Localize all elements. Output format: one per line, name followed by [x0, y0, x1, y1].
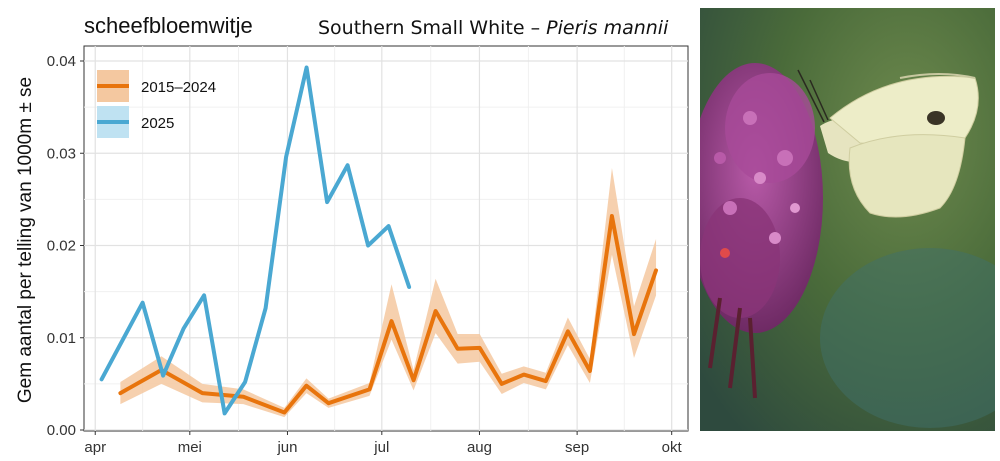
x-tick-label: aug: [467, 439, 492, 456]
chart-subtitle: Southern Small White – Pieris mannii: [318, 17, 669, 39]
y-axis-label: Gem aantal per telling van 1000m ± se: [15, 77, 36, 403]
x-tick-label: sep: [565, 439, 589, 456]
y-tick-label: 0.03: [47, 145, 76, 162]
y-tick-label: 0.01: [47, 330, 76, 347]
legend-label-0: 2015–2024: [141, 79, 216, 96]
y-tick-label: 0.02: [47, 238, 76, 255]
subtitle-plain: Southern Small White –: [318, 17, 546, 39]
legend: 2015–2024 2025: [97, 70, 216, 138]
legend-label-1: 2025: [141, 115, 174, 132]
series-lines: [99, 65, 658, 416]
butterfly: [797, 69, 979, 218]
subtitle-species: Pieris mannii: [546, 17, 669, 39]
buddleia-flower: [700, 63, 823, 399]
y-tick-label: 0.04: [47, 53, 76, 70]
x-axis-ticks: apr mei jun jul aug sep okt: [84, 431, 683, 456]
chart: scheefbloemwitje Southern Small White – …: [15, 13, 689, 456]
y-axis-ticks: 0.00 0.01 0.02 0.03 0.04: [47, 53, 84, 439]
x-tick-label: mei: [178, 439, 202, 456]
chart-title: scheefbloemwitje: [84, 13, 253, 38]
x-tick-label: okt: [662, 439, 683, 456]
x-tick-label: jun: [276, 439, 297, 456]
y-tick-label: 0.00: [47, 422, 76, 439]
x-tick-label: apr: [84, 439, 106, 456]
x-tick-label: jul: [373, 439, 389, 456]
butterfly-photo: [700, 8, 995, 431]
